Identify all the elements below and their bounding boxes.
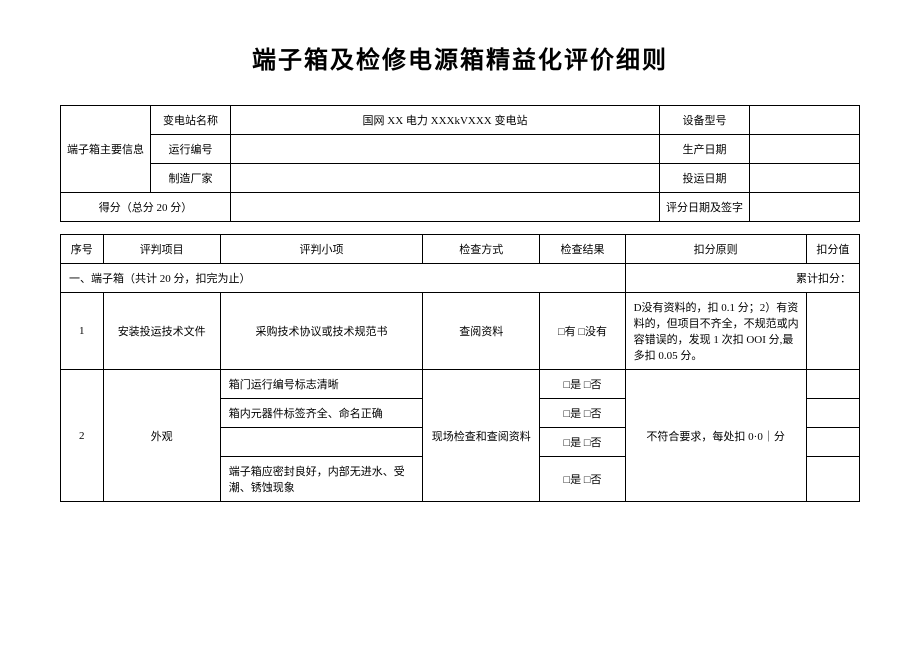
info-cell xyxy=(750,106,860,135)
row-rule: D没有资料的，扣 0.1 分；2）有资料的，但项目不齐全，不规范或内容错误的，发… xyxy=(625,293,806,370)
row-val xyxy=(806,428,859,457)
row-val xyxy=(806,293,859,370)
row-result: □是 □否 xyxy=(540,399,625,428)
row-sub: 箱内元器件标签齐全、命名正确 xyxy=(220,399,422,428)
info-cell: 投运日期 xyxy=(660,164,750,193)
row-item: 安装投运技术文件 xyxy=(103,293,220,370)
col-header: 扣分值 xyxy=(806,235,859,264)
info-row-label: 端子箱主要信息 xyxy=(61,106,151,193)
row-val xyxy=(806,457,859,502)
info-cell: 制造厂家 xyxy=(151,164,231,193)
info-cell: 评分日期及签字 xyxy=(660,193,750,222)
evaluation-table: 序号 评判项目 评判小项 检查方式 检查结果 扣分原则 扣分值 一、端子箱（共计… xyxy=(60,234,860,502)
row-sub: 采购技术协议或技术规范书 xyxy=(220,293,422,370)
info-cell xyxy=(750,164,860,193)
info-cell: 生产日期 xyxy=(660,135,750,164)
col-header: 评判小项 xyxy=(220,235,422,264)
info-cell xyxy=(750,135,860,164)
row-rule: 不符合要求，每处扣 0·0｜分 xyxy=(625,370,806,502)
row-sub: 端子箱应密封良好，内部无进水、受潮、锈蚀现象 xyxy=(220,457,422,502)
info-table: 端子箱主要信息 变电站名称 国网 XX 电力 XXXkVXXX 变电站 设备型号… xyxy=(60,105,860,222)
row-sub: 箱门运行编号标志清晰 xyxy=(220,370,422,399)
row-method: 现场检查和查阅资料 xyxy=(423,370,540,502)
info-cell xyxy=(750,193,860,222)
row-result: □是 □否 xyxy=(540,428,625,457)
info-cell xyxy=(231,193,660,222)
info-cell: 运行编号 xyxy=(151,135,231,164)
col-header: 序号 xyxy=(61,235,104,264)
info-cell xyxy=(231,164,660,193)
row-item: 外观 xyxy=(103,370,220,502)
col-header: 评判项目 xyxy=(103,235,220,264)
row-result: □是 □否 xyxy=(540,370,625,399)
section-suffix: 累计扣分： xyxy=(625,264,859,293)
info-cell: 得分（总分 20 分） xyxy=(61,193,231,222)
info-cell xyxy=(231,135,660,164)
section-label: 一、端子箱（共计 20 分，扣完为止） xyxy=(61,264,626,293)
row-result: □有 □没有 xyxy=(540,293,625,370)
row-sub xyxy=(220,428,422,457)
col-header: 检查结果 xyxy=(540,235,625,264)
row-val xyxy=(806,370,859,399)
row-val xyxy=(806,399,859,428)
row-no: 1 xyxy=(61,293,104,370)
col-header: 扣分原则 xyxy=(625,235,806,264)
page-title: 端子箱及检修电源箱精益化评价细则 xyxy=(60,40,860,75)
info-cell: 变电站名称 xyxy=(151,106,231,135)
info-cell: 国网 XX 电力 XXXkVXXX 变电站 xyxy=(231,106,660,135)
row-no: 2 xyxy=(61,370,104,502)
row-method: 查阅资料 xyxy=(423,293,540,370)
info-cell: 设备型号 xyxy=(660,106,750,135)
col-header: 检查方式 xyxy=(423,235,540,264)
row-result: □是 □否 xyxy=(540,457,625,502)
